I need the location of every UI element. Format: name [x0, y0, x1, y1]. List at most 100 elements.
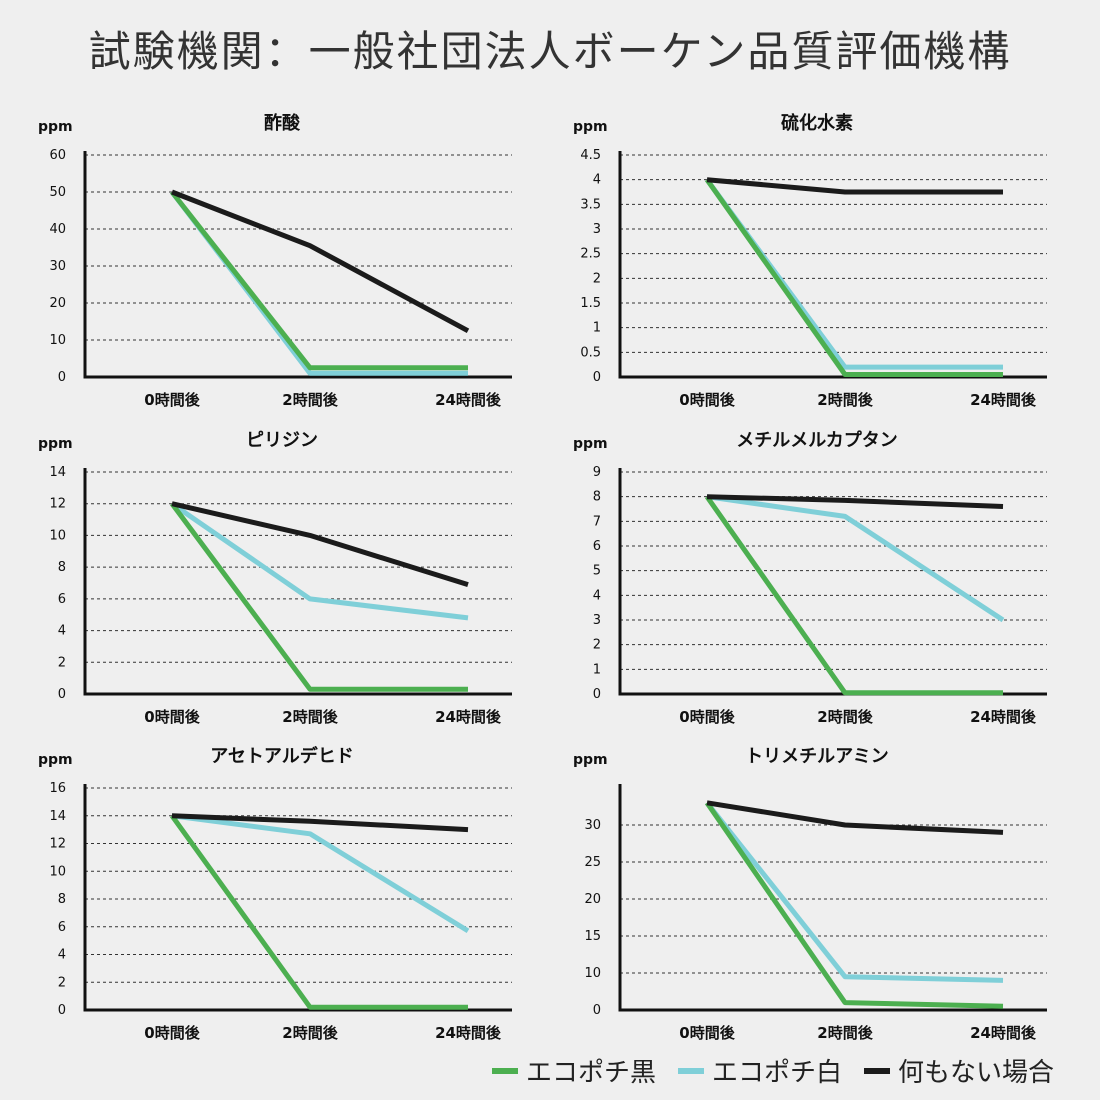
y-tick-label: 4 — [593, 173, 601, 188]
y-tick-label: 0 — [593, 1003, 601, 1018]
y-tick-label: 2.5 — [580, 247, 601, 262]
legend-item-none: 何もない場合 — [863, 1052, 1054, 1089]
x-tick-label: 2時間後 — [817, 391, 873, 409]
chart-svg: メチルメルカプタン ppm 0 1 2 3 4 5 6 7 8 9 0時間後 2時間後 24時間後 — [573, 429, 1047, 726]
chart-title: 酢酸 — [264, 112, 301, 134]
legend-item-white: エコポチ白 — [677, 1052, 842, 1089]
y-unit-label: ppm — [38, 436, 73, 452]
y-unit-label: ppm — [573, 119, 608, 135]
chart-svg: アセトアルデヒド ppm 0 2 4 6 8 10 12 14 16 0時間後 2時間後 24時間後 — [38, 745, 512, 1042]
legend-swatch-none — [863, 1067, 890, 1074]
y-tick-label: 10 — [49, 864, 66, 879]
series-none-line — [706, 177, 1003, 195]
series-none-line — [706, 494, 1004, 509]
y-tick-label: 4 — [58, 948, 66, 963]
y-tick-label: 10 — [584, 966, 601, 981]
y-tick-label: 0 — [593, 687, 601, 702]
y-tick-label: 2 — [58, 975, 66, 990]
x-tick-label: 2時間後 — [282, 708, 338, 726]
axes — [83, 784, 512, 1012]
y-tick-label: 40 — [49, 222, 66, 237]
chart-panel-hydrogen-sulfide: 硫化水素 ppm 0 0.5 1 1.5 2 2.5 3 3.5 4 4.5 0時間後 2時間後 24時間後 — [565, 105, 1100, 425]
series-white-line — [706, 494, 1005, 623]
y-tick-label: 4 — [58, 624, 66, 639]
series-white-line — [704, 178, 1003, 370]
chart-title: メチルメルカプタン — [736, 429, 897, 451]
x-tick-label: 0時間後 — [144, 708, 200, 726]
x-tick-label: 2時間後 — [282, 1024, 338, 1042]
y-tick-label: 2 — [593, 271, 601, 286]
x-tick-label: 24時間後 — [435, 391, 502, 409]
legend-swatch-black — [491, 1067, 518, 1074]
y-unit-label: ppm — [38, 752, 73, 768]
chart-panel-trimethylamine: トリメチルアミン ppm 0 10 15 20 25 30 0時間後 2時間後 24時間後 — [565, 738, 1100, 1058]
y-tick-label: 60 — [49, 148, 66, 163]
chart-panel-methyl-mercaptan: メチルメルカプタン ppm 0 1 2 3 4 5 6 7 8 9 0時間後 2時間後 24時間後 — [565, 422, 1100, 742]
series-white-line — [170, 501, 469, 621]
series-none-line — [171, 189, 470, 334]
series-black-line — [704, 495, 1003, 696]
x-tick-label: 24時間後 — [970, 1024, 1037, 1042]
y-tick-label: 2 — [593, 638, 601, 653]
x-tick-label: 0時間後 — [144, 1024, 200, 1042]
y-tick-label: 30 — [584, 818, 601, 833]
y-tick-label: 15 — [584, 929, 601, 944]
y-tick-label: 3 — [593, 222, 601, 237]
chart-title: ピリジン — [246, 430, 318, 451]
series-none-line — [171, 501, 469, 587]
legend-label-white: エコポチ白 — [711, 1058, 842, 1088]
y-tick-label: 3 — [593, 613, 601, 628]
y-tick-label: 30 — [49, 259, 66, 274]
y-tick-label: 7 — [593, 514, 601, 529]
y-tick-label: 14 — [49, 809, 66, 824]
x-tick-label: 24時間後 — [435, 1024, 502, 1042]
axes — [83, 151, 512, 379]
chart-title: トリメチルアミン — [745, 746, 889, 767]
y-tick-label: 20 — [584, 892, 601, 907]
chart-svg: ピリジン ppm 0 2 4 6 8 10 12 14 0時間後 2時間後 24時間後 — [38, 430, 512, 726]
y-tick-label: 4 — [593, 588, 601, 603]
legend: エコポチ黒 エコポチ白 何もない場合 — [491, 1052, 1054, 1089]
y-tick-label: 10 — [49, 333, 66, 348]
chart-title: 硫化水素 — [781, 112, 853, 134]
axes — [83, 468, 512, 696]
y-tick-label: 14 — [49, 465, 66, 480]
chart-svg: 酢酸 ppm 0 10 20 30 40 50 60 0時間後 2時間後 24時間後 — [38, 112, 512, 409]
x-tick-label: 24時間後 — [970, 391, 1037, 409]
y-tick-label: 50 — [49, 185, 66, 200]
chart-svg: 硫化水素 ppm 0 0.5 1 1.5 2 2.5 3 3.5 4 4.5 0時間後 2時間後 24時間後 — [573, 112, 1047, 409]
x-tick-label: 0時間後 — [679, 391, 735, 409]
y-tick-label: 8 — [58, 560, 66, 575]
y-tick-label: 4.5 — [580, 148, 601, 163]
series-black-line — [704, 178, 1003, 377]
x-tick-label: 0時間後 — [679, 1024, 735, 1042]
y-tick-label: 1 — [593, 321, 601, 336]
y-tick-label: 20 — [49, 296, 66, 311]
y-tick-label: 12 — [49, 837, 66, 852]
chart-panel-acetaldehyde: アセトアルデヒド ppm 0 2 4 6 8 10 12 14 16 0時間後 2時間後 24時間後 — [30, 738, 570, 1058]
y-tick-label: 1.5 — [580, 296, 601, 311]
y-tick-label: 16 — [49, 781, 66, 796]
chart-panel-acetic-acid: 酢酸 ppm 0 10 20 30 40 50 60 0時間後 2時間後 24時間後 — [30, 105, 570, 425]
x-tick-label: 24時間後 — [435, 708, 502, 726]
legend-label-black: エコポチ黒 — [525, 1058, 656, 1088]
legend-item-black: エコポチ黒 — [491, 1052, 656, 1089]
y-tick-label: 25 — [584, 855, 601, 870]
series-black-line — [170, 190, 468, 371]
x-tick-label: 0時間後 — [679, 708, 735, 726]
y-unit-label: ppm — [38, 119, 73, 135]
y-tick-label: 6 — [593, 539, 601, 554]
y-tick-label: 6 — [58, 592, 66, 607]
y-tick-label: 0 — [58, 370, 66, 385]
axes — [618, 784, 1047, 1012]
series-black-line — [704, 801, 1004, 1009]
chart-title: アセトアルデヒド — [210, 745, 353, 767]
y-tick-label: 9 — [593, 465, 601, 480]
legend-swatch-white — [677, 1067, 704, 1074]
series-none-line — [171, 813, 469, 833]
y-tick-label: 12 — [49, 497, 66, 512]
axes — [618, 151, 1047, 379]
legend-label-none: 何もない場合 — [897, 1058, 1054, 1088]
x-tick-label: 0時間後 — [144, 391, 200, 409]
y-tick-label: 0 — [58, 1003, 66, 1018]
